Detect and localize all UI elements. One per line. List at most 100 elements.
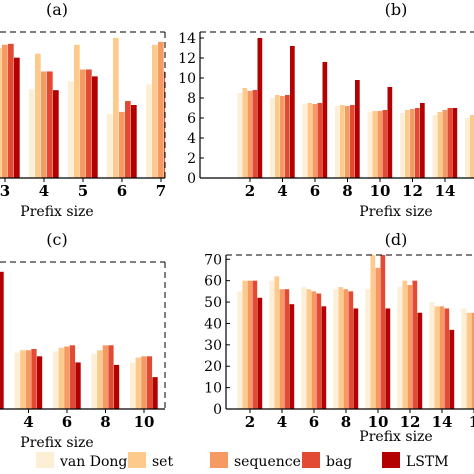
legend-swatch-set (128, 452, 146, 468)
bar-sequence (279, 289, 285, 409)
bar-sequence (311, 291, 317, 409)
bar-van-dongen (429, 302, 435, 409)
y-tick-label: 10 (204, 381, 222, 397)
bar-bag (317, 103, 323, 178)
bar-lstm (14, 57, 20, 178)
bar-van-dongen (365, 289, 371, 409)
bar-lstm (53, 90, 59, 178)
bar-bag (348, 291, 354, 409)
bar-sequence (375, 267, 381, 409)
bar-van-dongen (53, 351, 59, 409)
bar-van-dongen (269, 280, 275, 409)
bar-bag (284, 289, 290, 409)
bar-sequence (471, 312, 474, 409)
x-tick-label: 5 (78, 182, 88, 200)
y-tick-label: 0 (213, 402, 222, 418)
bar-van-dongen (400, 113, 405, 178)
y-tick-label: 10 (178, 71, 196, 87)
bar-lstm (322, 62, 328, 178)
bar-set (437, 112, 443, 178)
bar-sequence (41, 71, 47, 178)
bar-van-dongen (301, 287, 307, 409)
bar-lstm (452, 108, 458, 178)
panel-label: (b) (385, 0, 408, 19)
x-tick-label: 2 (245, 413, 255, 431)
bar-van-dongen (367, 112, 373, 178)
x-tick-label: 8 (100, 413, 110, 431)
bar-set (402, 280, 408, 409)
bar-bag (252, 90, 258, 178)
bar-bag (108, 345, 114, 409)
y-tick-label: 60 (204, 274, 222, 290)
bar-lstm (75, 362, 81, 409)
bar-sequence (442, 110, 448, 178)
legend-label: van Dongen (59, 454, 145, 470)
bar-lstm (449, 329, 455, 409)
x-tick-label: 4 (277, 182, 287, 200)
y-tick-label: 2 (187, 151, 196, 167)
x-tick-label: 14 (435, 182, 456, 200)
legend-label: LSTM (406, 454, 449, 470)
bar-van-dongen (68, 81, 74, 178)
legend-swatch-van-dongen (36, 452, 54, 468)
bar-bag (316, 293, 322, 409)
legend-swatch-bag (302, 452, 320, 468)
bar-set (466, 312, 472, 409)
bar-lstm (387, 87, 393, 178)
bar-van-dongen (237, 291, 243, 409)
bar-sequence (64, 346, 70, 409)
y-tick-label: 8 (187, 91, 196, 107)
bar-van-dongen (335, 106, 340, 178)
bar-sequence (280, 96, 285, 178)
x-tick-label: 4 (277, 413, 287, 431)
x-tick-label: 7 (156, 182, 166, 200)
bar-sequence (80, 69, 86, 178)
bar-set (242, 280, 248, 409)
bar-van-dongen (91, 353, 97, 409)
panel-4 (225, 254, 474, 413)
x-tick-label: 14 (432, 413, 453, 431)
panel-1 (0, 31, 166, 182)
bar-sequence (247, 280, 253, 409)
bar-lstm (355, 80, 360, 178)
bar-set (113, 37, 119, 178)
bar-set (135, 357, 141, 409)
bar-van-dongen (270, 98, 275, 178)
bar-lstm (257, 297, 263, 409)
x-tick-label: 4 (39, 182, 49, 200)
bar-set (97, 350, 103, 409)
legend: van Dongen set sequence bag LSTM (36, 452, 449, 470)
bar-set (274, 276, 280, 409)
x-tick-label: 10 (368, 413, 389, 431)
panel-3 (0, 261, 166, 413)
bar-lstm (321, 306, 327, 409)
panel-label: (a) (46, 0, 68, 19)
bar-van-dongen (146, 84, 152, 178)
bar-bag (252, 280, 258, 409)
bar-van-dongen (461, 308, 467, 409)
y-tick-label: 40 (204, 316, 222, 332)
bar-bag (415, 108, 420, 178)
bar-van-dongen (14, 352, 20, 409)
bars-group (237, 255, 474, 409)
bar-set (307, 103, 313, 178)
bar-set (372, 111, 378, 178)
x-tick-label: 12 (402, 182, 423, 200)
bar-set (152, 44, 158, 178)
panel-label: (c) (46, 230, 67, 249)
x-tick-label: 12 (400, 413, 421, 431)
y-tick-label: 14 (178, 31, 196, 47)
bar-set (58, 347, 64, 409)
bar-lstm (290, 46, 295, 178)
bar-van-dongen (302, 104, 308, 178)
bar-bag (412, 280, 418, 409)
bar-sequence (119, 111, 125, 178)
bar-lstm (0, 271, 4, 409)
bar-van-dongen (237, 93, 243, 178)
x-tick-label: 1 (472, 182, 474, 200)
bar-sequence (25, 350, 31, 409)
x-tick-label: 6 (310, 182, 320, 200)
bar-van-dongen (130, 362, 136, 409)
bar-sequence (158, 41, 164, 178)
